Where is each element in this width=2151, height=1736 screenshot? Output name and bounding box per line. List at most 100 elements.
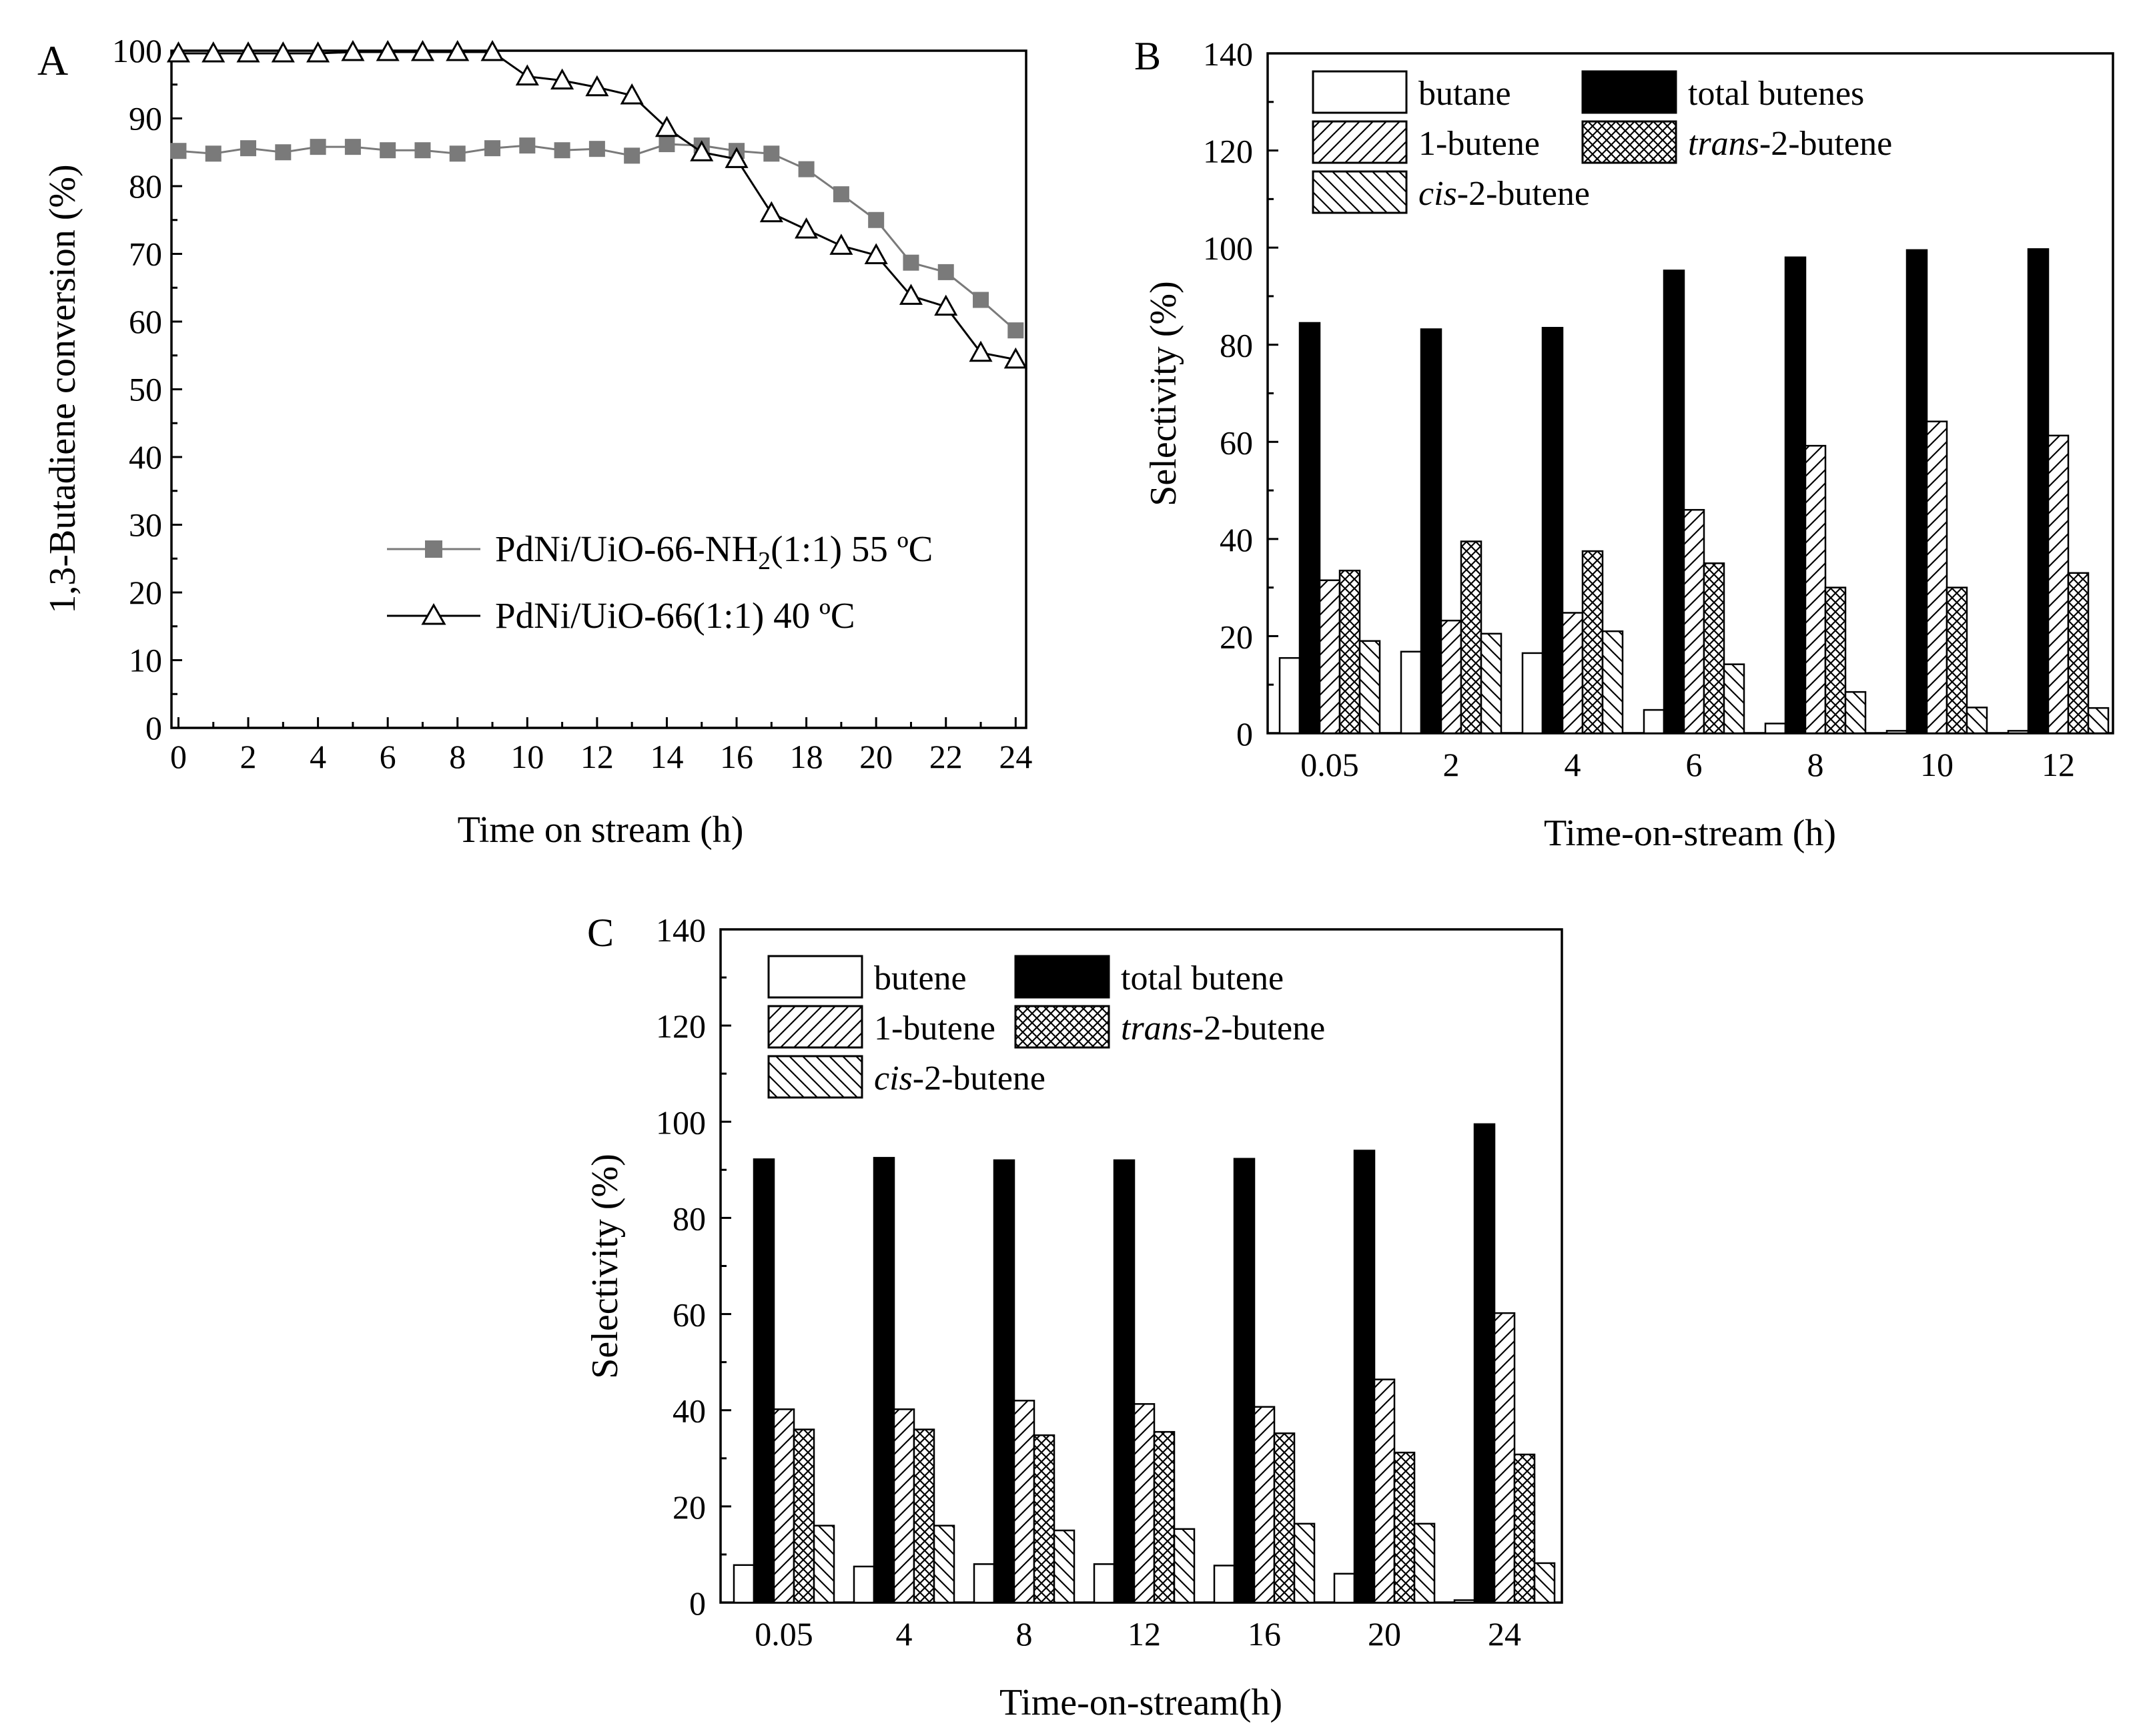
data-point-triangle [690, 140, 714, 161]
x-tick-label: 4 [310, 738, 326, 775]
x-tick-label: 0 [170, 738, 187, 775]
panel-a-y-axis-label: 1,3-Butadiene conversion (%) [42, 164, 83, 613]
panel-c-label: C [587, 911, 614, 955]
y-tick-label: 80 [1220, 327, 1253, 364]
data-point-square [868, 211, 885, 228]
x-tick-label: 24 [1488, 1615, 1521, 1653]
y-tick-label: 0 [1236, 715, 1253, 753]
x-tick-label: 2 [240, 738, 257, 775]
bar-total-butenes [1784, 256, 1807, 735]
x-tick-label: 8 [449, 738, 466, 775]
x-tick-label: 0.05 [755, 1615, 813, 1653]
legend-swatch [767, 955, 863, 999]
legend-swatch [767, 1005, 863, 1049]
y-tick-label: 60 [1220, 424, 1253, 461]
legend-label-nh2: PdNi/UiO-66-NH2(1:1) 55 ºC [495, 528, 933, 575]
y-tick-label: 10 [129, 642, 162, 679]
x-tick-label: 0.05 [1300, 746, 1359, 783]
x-tick-label: 6 [380, 738, 396, 775]
y-tick-label: 140 [656, 911, 706, 949]
y-tick-label: 50 [129, 371, 162, 408]
bar-1-butene [1493, 1312, 1516, 1604]
panel-b-label: B [1134, 34, 1161, 78]
bar-total-butenes [2027, 248, 2050, 735]
panel-a-legend: PdNi/UiO-66-NH2(1:1) 55 ºC PdNi/UiO-66(1… [387, 528, 933, 636]
data-point-square [554, 142, 570, 159]
bar-butene [1213, 1565, 1236, 1604]
x-tick-label: 22 [929, 738, 963, 775]
bar-cis-2-butene [1480, 632, 1502, 735]
data-point-triangle [1003, 347, 1027, 369]
panel-a-series-nh2 [170, 136, 1024, 339]
bar-total-butene [753, 1158, 775, 1604]
bar-1-butene [893, 1408, 915, 1604]
data-point-triangle [795, 217, 819, 239]
data-point-square [937, 264, 954, 280]
bar-1-butene [2047, 434, 2070, 735]
bar-trans-2-butene [1946, 586, 1968, 735]
x-tick-label: 24 [999, 738, 1032, 775]
x-tick-label: 10 [1920, 746, 1954, 783]
bar-butane [1643, 709, 1665, 735]
y-tick-label: 100 [112, 32, 162, 69]
bar-butene [1093, 1563, 1116, 1604]
x-tick-label: 16 [1248, 1615, 1281, 1653]
data-point-triangle [829, 234, 853, 255]
y-tick-label: 120 [656, 1007, 706, 1045]
bar-cis-2-butene [1533, 1562, 1556, 1604]
data-point-square [798, 161, 815, 177]
x-tick-label: 4 [1565, 746, 1581, 783]
y-tick-label: 40 [673, 1392, 706, 1430]
panel-b-ticks: 0 20 40 60 80 100 120 140 0.05 2 4 6 8 10 12 [1203, 35, 2075, 783]
bar-butane [1278, 657, 1301, 735]
panel-c-ticks: 0 20 40 60 80 100 120 140 0.05 4 8 12 16 20 24 [656, 911, 1521, 1653]
data-point-square [380, 142, 396, 159]
data-point-square [449, 145, 466, 162]
bar-trans-2-butene [1581, 550, 1604, 735]
x-tick-label: 2 [1443, 746, 1460, 783]
data-point-square [624, 147, 640, 164]
panel-a: A 0 2 4 6 8 10 12 14 16 18 20 22 2401020304050607080… [37, 32, 1032, 851]
data-point-square [763, 145, 780, 162]
y-tick-label: 80 [129, 167, 162, 205]
legend-swatch [1014, 955, 1110, 999]
bar-total-butene [1353, 1150, 1376, 1604]
bar-total-butene [993, 1159, 1015, 1604]
x-tick-label: 8 [1016, 1615, 1033, 1653]
bar-1-butene [1133, 1403, 1156, 1604]
legend-swatch [767, 1055, 863, 1099]
y-tick-label: 0 [689, 1585, 706, 1622]
legend-label: total butene [1121, 959, 1284, 997]
bar-trans-2-butene [1273, 1432, 1296, 1604]
legend-label: total butenes [1688, 75, 1864, 113]
bar-cis-2-butene [1293, 1523, 1316, 1604]
y-tick-label: 90 [129, 100, 162, 137]
panel-b: B 0 20 40 60 80 100 120 140 0.05 2 4 6 8 10 12 butane t… [1134, 34, 2114, 854]
bar-1-butene [773, 1408, 795, 1604]
bar-total-butenes [1905, 249, 1928, 735]
bar-total-butenes [1663, 270, 1685, 735]
x-tick-label: 20 [859, 738, 893, 775]
data-point-triangle [550, 68, 574, 90]
bar-cis-2-butene [1358, 640, 1381, 735]
bar-cis-2-butene [933, 1525, 955, 1604]
bar-trans-2-butene [913, 1428, 935, 1604]
x-tick-label: 12 [580, 738, 614, 775]
legend-label-uio66: PdNi/UiO-66(1:1) 40 ºC [495, 595, 855, 636]
panel-c-x-axis-label: Time-on-stream(h) [999, 1682, 1282, 1723]
bar-1-butene [1253, 1406, 1276, 1604]
data-point-triangle [446, 39, 470, 61]
bar-cis-2-butene [2087, 707, 2110, 735]
bar-1-butene [1561, 612, 1584, 735]
bar-trans-2-butene [2067, 572, 2090, 735]
x-tick-label: 12 [1128, 1615, 1161, 1653]
y-tick-label: 20 [129, 574, 162, 611]
y-tick-label: 120 [1203, 133, 1253, 170]
data-point-square [588, 141, 605, 157]
bar-trans-2-butene [1033, 1434, 1055, 1604]
bar-1-butene [1440, 619, 1462, 735]
legend-marker-nh2 [425, 540, 442, 558]
data-point-square [275, 144, 292, 161]
data-point-square [310, 139, 326, 155]
